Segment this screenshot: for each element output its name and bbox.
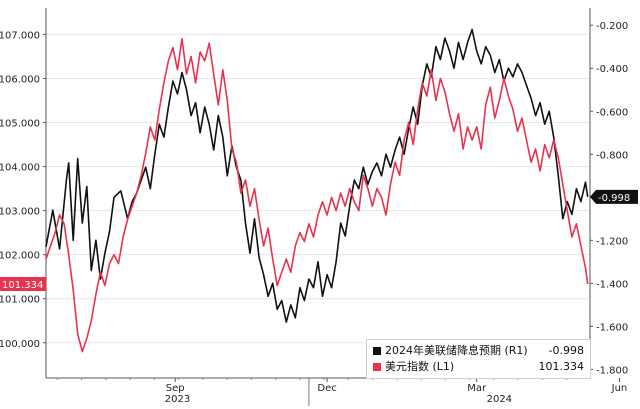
legend-value: -0.998 [548, 344, 584, 357]
year-label: 2024 [487, 394, 512, 405]
left-tick-label: 105.000 [0, 119, 40, 130]
legend-swatch-red [373, 363, 381, 371]
legend-label: 2024年美联储降息预期 (R1) [385, 344, 528, 357]
right-last-value-label: -0.998 [598, 193, 630, 204]
axis-labels: 100.000 101.000 102.000 103.000 104.000 105.0… [0, 21, 638, 405]
right-tick-label: -1.400 [596, 279, 628, 290]
series-lines [45, 28, 589, 353]
right-last-value-box [590, 189, 638, 204]
legend-entry-rate-expectation: 2024年美联储降息预期 (R1) -0.998 [373, 343, 584, 359]
x-tick-label: Dec [317, 383, 336, 394]
right-tick-label: -1.600 [596, 322, 628, 333]
legend-swatch-black [373, 347, 381, 355]
left-tick-label: 101.000 [0, 295, 40, 306]
left-last-value-box [0, 277, 46, 292]
left-tick-label: 102.000 [0, 251, 40, 262]
x-tick-label: Jun [611, 383, 628, 394]
left-tick-label: 107.000 [0, 30, 40, 41]
left-tick-label: 104.000 [0, 163, 40, 174]
right-tick-label: -1.200 [596, 236, 628, 247]
gridlines [46, 33, 590, 344]
legend: 2024年美联储降息预期 (R1) -0.998 美元指数 (L1) 101.3… [366, 339, 591, 379]
right-tick-label: -0.200 [596, 21, 628, 32]
right-tick-label: -0.400 [596, 64, 628, 75]
series-line-rate-expectation [45, 28, 589, 323]
left-last-value-label: 101.334 [2, 280, 43, 291]
left-tick-label: 106.000 [0, 74, 40, 85]
series-line-dollar-index [45, 37, 589, 353]
x-tick-label: Mar [467, 383, 487, 394]
legend-value: 101.334 [538, 360, 585, 373]
left-tick-label: 100.000 [0, 339, 40, 350]
right-tick-label: -0.800 [596, 150, 628, 161]
legend-entry-dollar-index: 美元指数 (L1) 101.334 [373, 359, 584, 375]
legend-label: 美元指数 (L1) [385, 360, 455, 373]
left-tick-label: 103.000 [0, 207, 40, 218]
right-tick-label: -0.600 [596, 107, 628, 118]
x-tick-label: Sep [166, 383, 185, 394]
right-tick-label: -1.800 [596, 365, 628, 376]
year-label: 2023 [165, 394, 190, 405]
